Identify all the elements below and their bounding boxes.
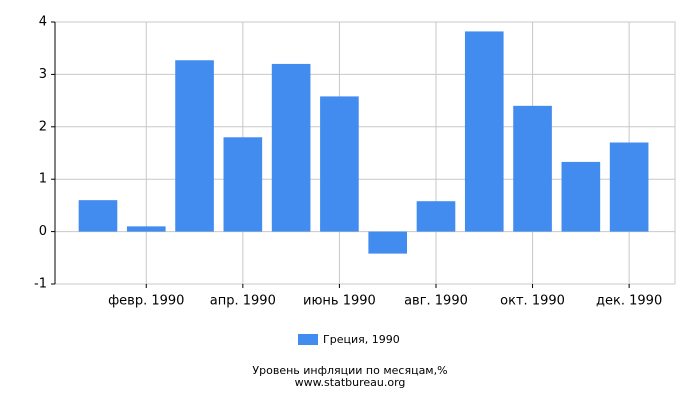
x-tick-label: июнь 1990 xyxy=(303,294,376,309)
x-tick-label: дек. 1990 xyxy=(596,294,662,309)
bar xyxy=(464,31,504,232)
bar xyxy=(368,231,408,254)
source: www.statbureau.org xyxy=(295,376,406,389)
chart-title: Уровень инфляции по месяцам,% xyxy=(252,364,447,377)
legend-label: Греция, 1990 xyxy=(323,333,400,346)
x-tick-label: авг. 1990 xyxy=(404,294,468,309)
y-tick-label: 1 xyxy=(39,172,47,187)
x-tick-label: окт. 1990 xyxy=(500,294,565,309)
bar xyxy=(320,96,359,232)
bar xyxy=(561,161,601,232)
plot-frame xyxy=(54,21,676,285)
y-tick-label: -1 xyxy=(34,277,47,292)
y-tick-label: 2 xyxy=(39,119,47,134)
legend-swatch xyxy=(298,334,318,345)
bar xyxy=(126,226,166,232)
bar xyxy=(271,63,311,232)
bar xyxy=(609,142,649,232)
bar xyxy=(78,200,118,232)
bar xyxy=(416,201,456,232)
bar xyxy=(513,105,552,232)
y-tick-label: 0 xyxy=(39,224,47,239)
y-tick-label: 3 xyxy=(39,67,47,82)
y-tick-label: 4 xyxy=(39,15,47,30)
x-tick-label: апр. 1990 xyxy=(210,294,276,309)
bar xyxy=(175,60,214,232)
bar xyxy=(223,137,263,232)
x-tick-label: февр. 1990 xyxy=(108,294,184,309)
